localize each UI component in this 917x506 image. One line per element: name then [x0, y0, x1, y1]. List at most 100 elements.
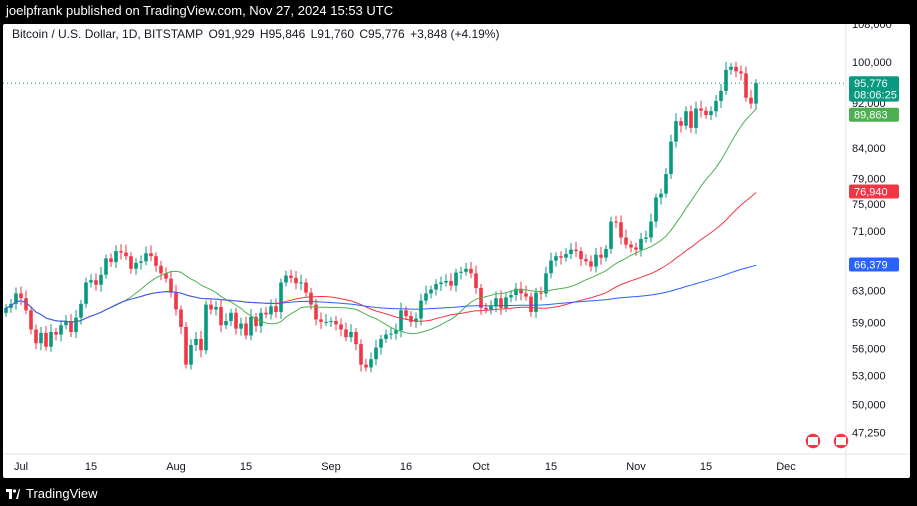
- candle-body: [709, 111, 713, 116]
- candle-body: [464, 268, 468, 272]
- candle-body: [214, 307, 218, 310]
- price-tick-label: 53,000: [852, 371, 886, 383]
- candle-body: [54, 332, 58, 335]
- candle-body: [724, 69, 728, 91]
- us-flag-stripe: [808, 437, 818, 445]
- candle-body: [654, 197, 658, 222]
- candle-body: [549, 260, 553, 274]
- candle-body: [609, 221, 613, 249]
- candle-body: [319, 319, 323, 322]
- time-tick-label: Dec: [776, 461, 796, 473]
- ohlc-high: H95,846: [259, 27, 306, 41]
- candle-body: [629, 244, 633, 248]
- candle-body: [439, 282, 443, 285]
- candle-body: [134, 262, 138, 269]
- candle-body: [194, 338, 198, 345]
- candle-body: [409, 316, 413, 322]
- candle-body: [574, 249, 578, 252]
- ohlc-change: +3,848 (+4.19%): [410, 27, 500, 41]
- candle-body: [509, 295, 513, 298]
- candle-body: [444, 280, 448, 283]
- candle-body: [204, 304, 208, 351]
- candle-body: [124, 252, 128, 257]
- price-tag: [849, 87, 899, 102]
- candle-body: [299, 282, 303, 284]
- candle-body: [634, 247, 638, 250]
- candle-body: [694, 108, 698, 128]
- candle-body: [514, 288, 518, 296]
- candle-body: [529, 296, 533, 312]
- candle-body: [99, 274, 103, 285]
- candle-body: [294, 277, 298, 284]
- candle-body: [729, 66, 733, 70]
- candle-body: [389, 333, 393, 335]
- candle-body: [414, 318, 418, 322]
- price-tag: [849, 257, 899, 272]
- candle-body: [149, 253, 153, 257]
- candle-body: [539, 292, 543, 294]
- candle-body: [14, 293, 18, 304]
- candle-body: [604, 248, 608, 258]
- candle-body: [689, 111, 693, 128]
- candle-body: [599, 254, 603, 258]
- candle-body: [309, 292, 313, 305]
- ma-50-line: [5, 192, 757, 323]
- candle-body: [594, 254, 598, 267]
- symbol-name: Bitcoin / U.S. Dollar, 1D, BITSTAMP: [12, 27, 204, 41]
- chart-panel[interactable]: 108,000 100,000 92,000 84,000 79,000 75,000 71…: [3, 24, 910, 478]
- footer-brand: TradingView: [6, 486, 98, 501]
- candle-body: [424, 293, 428, 301]
- symbol-legend: Bitcoin / U.S. Dollar, 1D, BITSTAMP O91,…: [12, 27, 501, 41]
- tradingview-logo-icon: [6, 488, 20, 499]
- candle-body: [4, 307, 8, 313]
- candle-body: [584, 259, 588, 262]
- price-tick-label: 75,000: [852, 199, 886, 211]
- candle-body: [384, 334, 388, 339]
- price-chart[interactable]: 108,000100,00092,00084,00079,00075,00071…: [3, 24, 910, 478]
- price-tick-label: 71,000: [852, 226, 886, 238]
- price-tag: [849, 76, 899, 91]
- ohlc-open: O91,929: [208, 27, 255, 41]
- time-tick-label: 16: [400, 461, 412, 473]
- candle-body: [469, 268, 473, 274]
- ohlc-close: C95,776: [359, 27, 405, 41]
- candle-body: [494, 298, 498, 307]
- candle-body: [249, 316, 253, 336]
- candle-body: [449, 280, 453, 286]
- candle-body: [564, 253, 568, 258]
- candle-body: [714, 100, 718, 112]
- candle-body: [164, 273, 168, 279]
- candle-body: [234, 312, 238, 329]
- candle-body: [659, 193, 663, 198]
- candle-body: [559, 256, 563, 258]
- candle-body: [304, 282, 308, 293]
- candle-body: [189, 344, 193, 365]
- candle-body: [184, 326, 188, 365]
- candle-body: [374, 347, 378, 360]
- candle-body: [199, 338, 203, 351]
- candle-body: [329, 321, 333, 323]
- candle-body: [554, 256, 558, 261]
- candle-body: [534, 292, 538, 312]
- price-tag: [849, 107, 899, 122]
- candle-body: [489, 306, 493, 310]
- candle-body: [459, 271, 463, 273]
- candle-body: [114, 251, 118, 263]
- time-tick-label: Oct: [472, 461, 489, 473]
- candle-body: [579, 251, 583, 260]
- time-tick-label: Nov: [626, 461, 646, 473]
- candle-body: [614, 221, 618, 223]
- candle-body: [679, 121, 683, 126]
- candle-body: [624, 237, 628, 245]
- candle-body: [179, 309, 183, 327]
- candle-body: [519, 288, 523, 294]
- candle-body: [264, 312, 268, 315]
- candle-body: [674, 121, 678, 142]
- candle-body: [49, 332, 53, 347]
- candle-body: [404, 310, 408, 317]
- candle-body: [29, 310, 33, 330]
- candle-body: [79, 303, 83, 318]
- candle-body: [349, 332, 353, 338]
- brand-label: TradingView: [26, 486, 98, 501]
- candle-body: [664, 174, 668, 194]
